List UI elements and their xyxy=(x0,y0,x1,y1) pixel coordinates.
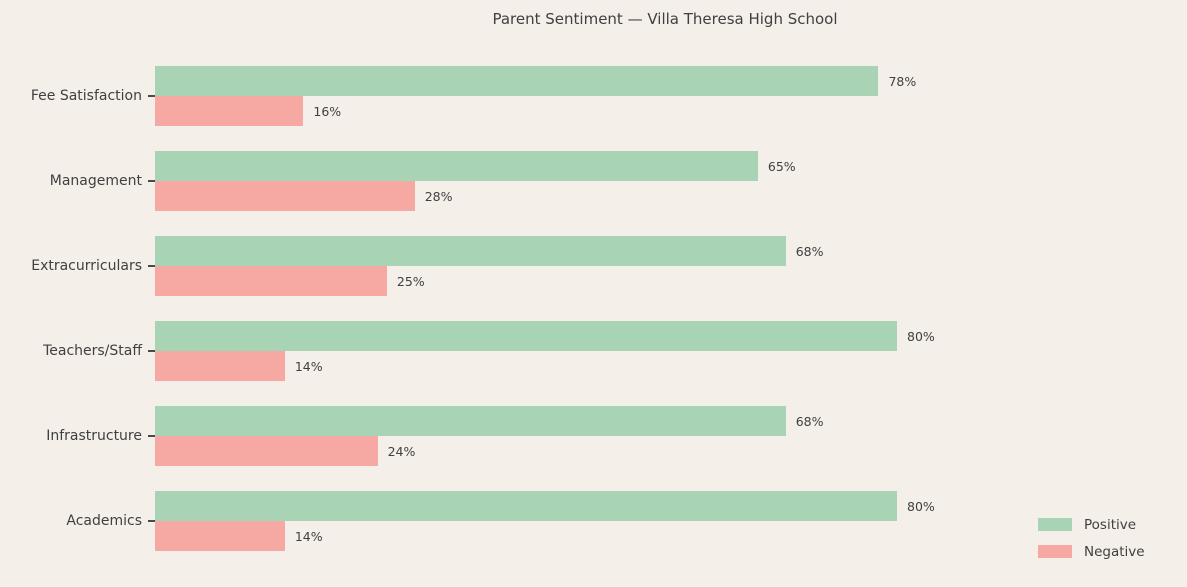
category-label: Teachers/Staff xyxy=(43,343,142,359)
bar-value-label: 25% xyxy=(396,273,425,289)
positive-bar xyxy=(155,151,758,181)
bar-value-label: 80% xyxy=(907,328,935,344)
y-tick xyxy=(148,95,155,97)
bar-value-label: 28% xyxy=(424,188,453,204)
positive-bar xyxy=(155,491,897,521)
bar-value-label: 24% xyxy=(387,443,416,459)
bar-row: 80% xyxy=(155,491,935,521)
bar-value-label: 80% xyxy=(907,498,935,514)
bar-value-label: 78% xyxy=(888,73,917,89)
category-label: Academics xyxy=(66,513,142,529)
bar-row: 78% xyxy=(155,66,916,96)
negative-bar xyxy=(155,181,415,211)
plot-area: 78% 16% 65% 28% 68% 25% 80% 14% 68% 24% 80% 14% xyxy=(155,66,1187,556)
y-tick xyxy=(148,350,155,352)
positive-swatch xyxy=(1038,518,1072,531)
y-tick xyxy=(148,180,155,182)
bar-row: 24% xyxy=(155,436,415,466)
chart-title: Parent Sentiment — Villa Theresa High Sc… xyxy=(492,10,838,28)
bar-row: 80% xyxy=(155,321,935,351)
bar-value-label: 68% xyxy=(795,413,824,429)
bar-value-label: 16% xyxy=(313,103,342,119)
bar-value-label: 14% xyxy=(294,358,323,374)
legend: Positive Negative xyxy=(1038,511,1145,565)
bar-row: 14% xyxy=(155,521,323,551)
bar-row: 14% xyxy=(155,351,323,381)
category-axis: Fee Satisfaction Management Extracurricula… xyxy=(0,66,142,556)
positive-bar xyxy=(155,406,786,436)
y-tick xyxy=(148,435,155,437)
positive-bar xyxy=(155,321,897,351)
bar-value-label: 14% xyxy=(294,528,323,544)
y-tick xyxy=(148,265,155,267)
category-label: Management xyxy=(49,173,142,189)
bar-value-label: 65% xyxy=(767,158,796,174)
legend-label-positive: Positive xyxy=(1084,516,1137,533)
legend-label-negative: Negative xyxy=(1084,543,1145,560)
negative-swatch xyxy=(1038,545,1072,558)
bar-row: 65% xyxy=(155,151,796,181)
negative-bar xyxy=(155,266,387,296)
category-label: Fee Satisfaction xyxy=(30,88,142,104)
bar-row: 68% xyxy=(155,406,823,436)
bar-row: 28% xyxy=(155,181,452,211)
bar-value-label: 68% xyxy=(795,243,824,259)
negative-bar xyxy=(155,96,304,126)
bar-row: 25% xyxy=(155,266,425,296)
positive-bar xyxy=(155,236,786,266)
y-tick xyxy=(148,520,155,522)
category-label: Infrastructure xyxy=(46,428,142,444)
negative-bar xyxy=(155,351,285,381)
positive-bar xyxy=(155,66,879,96)
legend-item-negative: Negative xyxy=(1038,538,1145,565)
category-label: Extracurriculars xyxy=(31,258,142,274)
legend-item-positive: Positive xyxy=(1038,511,1145,538)
bar-row: 68% xyxy=(155,236,823,266)
bar-row: 16% xyxy=(155,96,341,126)
negative-bar xyxy=(155,436,378,466)
negative-bar xyxy=(155,521,285,551)
